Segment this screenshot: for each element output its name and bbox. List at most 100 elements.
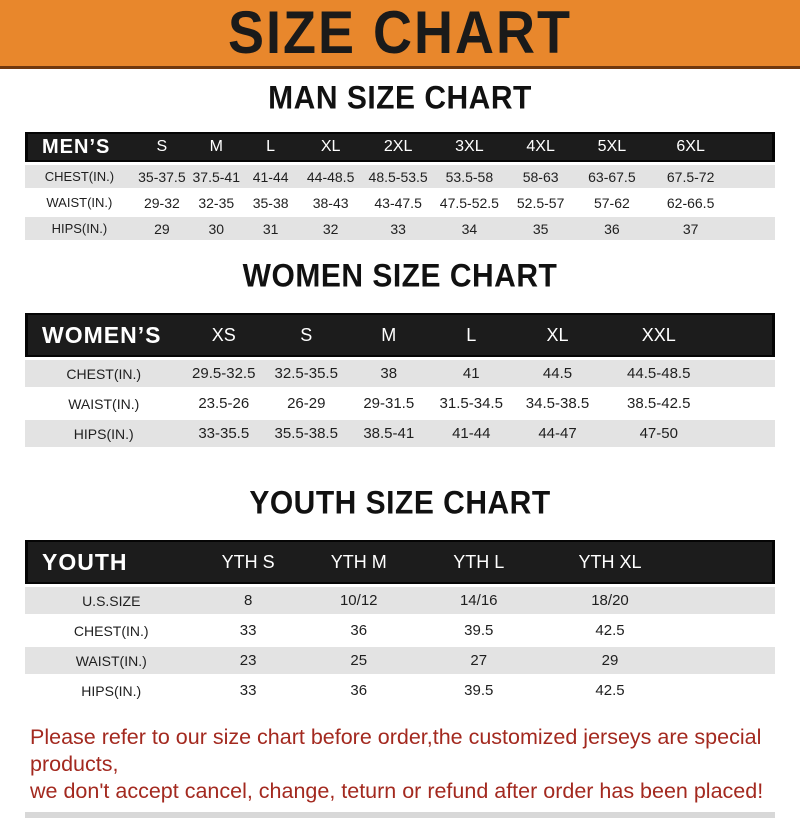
size-value-cell: 38-43 xyxy=(312,194,349,211)
size-value-cell: 35-38 xyxy=(252,194,289,211)
size-value-cell: 41-44 xyxy=(242,165,299,188)
size-column-header: L xyxy=(242,132,299,162)
measurement-row: HIPS(IN.) 33-35.5 35.5-38.5 38.5-41 41-44 44-… xyxy=(25,420,775,447)
size-value-cell: 33-35.5 xyxy=(182,420,265,447)
size-value-cell: 42.5 xyxy=(595,622,625,639)
size-value-cell: 35.5-38.5 xyxy=(265,420,348,447)
size-value-cell: 23 xyxy=(197,647,299,674)
size-value-cell: 38.5-41 xyxy=(347,420,430,447)
size-column-header: M xyxy=(347,313,430,357)
size-chart-banner: SIZE CHART xyxy=(0,0,800,69)
row-label-cell: WAIST(IN.) xyxy=(68,395,140,412)
size-value-cell: 35 xyxy=(505,217,577,240)
size-column-header: S xyxy=(265,313,348,357)
size-column-header: M xyxy=(190,132,243,162)
size-value-cell: 29.5-32.5 xyxy=(182,360,265,387)
row-label-cell: CHEST(IN.) xyxy=(73,622,149,639)
size-value-cell: 31.5-34.5 xyxy=(439,395,503,412)
size-column-header: 3XL xyxy=(433,132,505,162)
size-value-cell: 32 xyxy=(298,217,363,240)
men-section-title: MAN SIZE CHART xyxy=(268,80,532,117)
measurement-row: WAIST(IN.) 29-32 32-35 35-38 38-43 43-47.5 47.… xyxy=(25,191,775,214)
size-column-header: YTH L xyxy=(418,540,539,584)
size-value-cell: 47-50 xyxy=(602,420,715,447)
notice-line-2: we don't accept cancel, change, teturn o… xyxy=(30,779,764,803)
order-notice: Please refer to our size chart before or… xyxy=(30,724,800,805)
men-size-table: MEN’S S M L XL 2XL 3XL 4XL 5XL 6XL CHEST(IN.) 35-37… xyxy=(25,129,775,243)
size-value-cell: 44.5 xyxy=(512,360,603,387)
size-value-cell: 41 xyxy=(430,360,513,387)
size-column-header: 2XL xyxy=(362,132,434,162)
size-value-cell: 47.5-52.5 xyxy=(439,194,499,211)
size-value-cell: 33 xyxy=(239,682,257,699)
row-label-cell: WAIST(IN.) xyxy=(46,195,113,210)
filler-cell xyxy=(681,540,775,584)
size-value-cell: 29 xyxy=(133,217,190,240)
size-value-cell: 63-67.5 xyxy=(576,165,648,188)
size-value-cell: 34.5-38.5 xyxy=(525,395,590,412)
size-value-cell: 33 xyxy=(362,217,434,240)
bottom-divider xyxy=(25,812,775,818)
measurement-row: HIPS(IN.) 33 36 39.5 42.5 xyxy=(25,677,775,704)
size-chart-title: SIZE CHART xyxy=(228,0,572,67)
row-label-cell: CHEST(IN.) xyxy=(25,165,134,188)
row-label-cell: HIPS(IN.) xyxy=(81,682,142,699)
row-label-cell: WAIST(IN.) xyxy=(25,647,198,674)
size-value-cell: 36 xyxy=(350,622,368,639)
size-value-cell: 25 xyxy=(298,647,419,674)
size-value-cell: 14/16 xyxy=(418,587,539,614)
size-column-header: 5XL xyxy=(576,132,648,162)
filler-cell xyxy=(715,360,775,387)
size-value-cell: 8 xyxy=(197,587,299,614)
women-section-title: WOMEN SIZE CHART xyxy=(242,258,558,295)
size-value-cell: 43-47.5 xyxy=(374,194,422,211)
measurement-row: HIPS(IN.) 29 30 31 32 33 34 35 36 37 xyxy=(25,217,775,240)
men-section: MAN SIZE CHART MEN’S S M L XL 2XL 3XL 4XL 5XL 6XL… xyxy=(0,80,800,243)
youth-section-title: YOUTH SIZE CHART xyxy=(249,485,551,522)
filler-cell xyxy=(733,132,775,162)
row-label-cell: HIPS(IN.) xyxy=(25,420,183,447)
size-column-header: 4XL xyxy=(505,132,577,162)
size-value-cell: 18/20 xyxy=(538,587,682,614)
size-value-cell: 44-47 xyxy=(512,420,603,447)
size-value-cell: 36 xyxy=(350,682,368,699)
filler-cell xyxy=(734,191,775,214)
size-value-cell: 44-48.5 xyxy=(298,165,363,188)
size-value-cell: 44.5-48.5 xyxy=(602,360,715,387)
table-corner-label: YOUTH xyxy=(25,540,198,584)
size-value-cell: 62-66.5 xyxy=(666,194,715,211)
size-value-cell: 10/12 xyxy=(298,587,419,614)
table-corner-label: WOMEN’S xyxy=(25,313,183,357)
size-value-cell: 36 xyxy=(576,217,648,240)
size-value-cell: 29 xyxy=(538,647,682,674)
measurement-row: CHEST(IN.) 35-37.5 37.5-41 41-44 44-48.5 48.5… xyxy=(25,165,775,188)
size-value-cell: 42.5 xyxy=(595,682,625,699)
size-value-cell: 23.5-26 xyxy=(198,395,250,412)
size-column-header: S xyxy=(133,132,190,162)
size-value-cell: 58-63 xyxy=(505,165,577,188)
size-value-cell: 38 xyxy=(347,360,430,387)
size-column-header: YTH S xyxy=(197,540,299,584)
size-value-cell: 32.5-35.5 xyxy=(265,360,348,387)
size-column-header: YTH XL xyxy=(538,540,682,584)
size-value-cell: 53.5-58 xyxy=(433,165,505,188)
filler-cell xyxy=(681,617,775,644)
women-section: WOMEN SIZE CHART WOMEN’S XS S M L XL XXL CHEST(… xyxy=(0,258,800,450)
size-value-cell: 37 xyxy=(647,217,734,240)
filler-cell xyxy=(715,313,775,357)
size-value-cell: 35-37.5 xyxy=(133,165,190,188)
measurement-row: CHEST(IN.) 33 36 39.5 42.5 xyxy=(25,617,775,644)
size-value-cell: 29-31.5 xyxy=(363,395,415,412)
size-value-cell: 33 xyxy=(239,622,257,639)
measurement-row: CHEST(IN.) 29.5-32.5 32.5-35.5 38 41 44.5 44.5… xyxy=(25,360,775,387)
size-value-cell: 57-62 xyxy=(593,194,630,211)
filler-cell xyxy=(733,217,775,240)
size-value-cell: 39.5 xyxy=(464,622,494,639)
size-value-cell: 38.5-42.5 xyxy=(627,395,691,412)
size-value-cell: 48.5-53.5 xyxy=(362,165,434,188)
filler-cell xyxy=(733,165,775,188)
size-value-cell: 41-44 xyxy=(430,420,513,447)
measurement-row: WAIST(IN.) 23 25 27 29 xyxy=(25,647,775,674)
filler-cell xyxy=(715,420,775,447)
